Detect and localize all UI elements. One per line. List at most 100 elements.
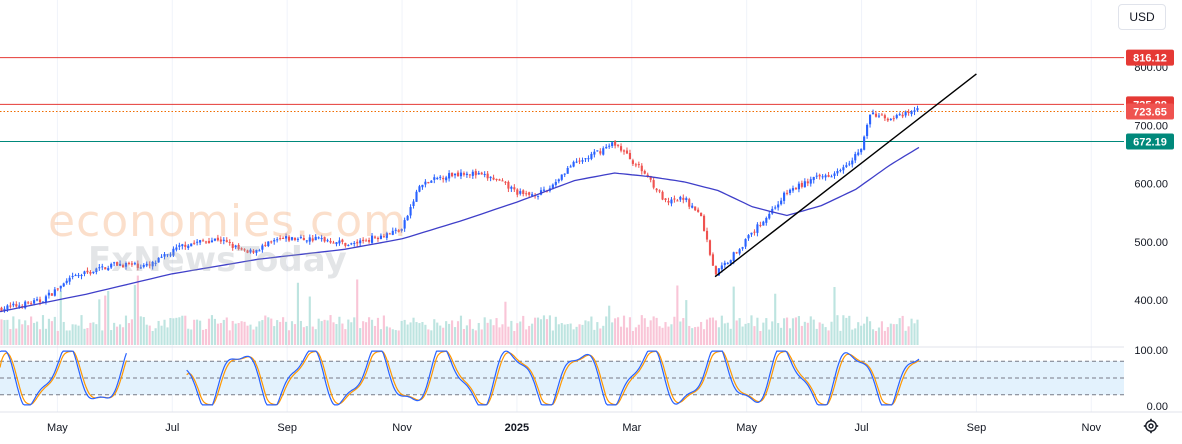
candle-body[interactable] bbox=[293, 237, 297, 240]
candle-body[interactable] bbox=[228, 242, 231, 244]
candle-body[interactable] bbox=[305, 240, 308, 242]
candle-body[interactable] bbox=[77, 275, 80, 277]
candle-body[interactable] bbox=[691, 205, 694, 208]
candle-body[interactable] bbox=[276, 239, 279, 241]
candle-body[interactable] bbox=[314, 236, 317, 241]
candle-body[interactable] bbox=[765, 217, 768, 223]
candle-body[interactable] bbox=[868, 114, 872, 125]
candle-body[interactable] bbox=[605, 146, 608, 149]
candle-body[interactable] bbox=[634, 164, 637, 166]
candle-body[interactable] bbox=[519, 191, 522, 194]
candle-body[interactable] bbox=[824, 175, 827, 178]
candle-body[interactable] bbox=[89, 271, 92, 274]
candle-body[interactable] bbox=[780, 200, 783, 205]
candle-body[interactable] bbox=[71, 276, 74, 278]
candle-body[interactable] bbox=[679, 196, 682, 200]
candle-body[interactable] bbox=[655, 188, 658, 191]
candle-body[interactable] bbox=[714, 266, 717, 275]
candle-body[interactable] bbox=[329, 240, 332, 243]
candle-body[interactable] bbox=[720, 265, 723, 270]
candle-body[interactable] bbox=[187, 245, 190, 248]
candlestick-series[interactable] bbox=[0, 105, 919, 313]
candle-body[interactable] bbox=[285, 236, 288, 239]
candle-body[interactable] bbox=[382, 236, 385, 238]
candle-body[interactable] bbox=[857, 152, 860, 155]
candle-body[interactable] bbox=[415, 191, 418, 202]
candle-body[interactable] bbox=[83, 271, 86, 274]
candle-body[interactable] bbox=[551, 184, 554, 189]
candle-body[interactable] bbox=[350, 243, 353, 245]
candle-body[interactable] bbox=[569, 166, 572, 168]
candle-body[interactable] bbox=[863, 136, 866, 150]
candle-body[interactable] bbox=[456, 172, 460, 177]
candle-body[interactable] bbox=[880, 114, 883, 116]
candle-body[interactable] bbox=[24, 301, 27, 309]
candle-body[interactable] bbox=[151, 261, 154, 267]
candle-body[interactable] bbox=[154, 262, 157, 264]
candle-body[interactable] bbox=[723, 262, 726, 266]
candle-body[interactable] bbox=[489, 176, 492, 179]
candle-body[interactable] bbox=[326, 240, 329, 242]
candle-body[interactable] bbox=[234, 245, 237, 248]
candle-body[interactable] bbox=[682, 197, 685, 200]
candle-body[interactable] bbox=[483, 174, 486, 176]
candle-body[interactable] bbox=[625, 150, 629, 154]
candle-body[interactable] bbox=[753, 231, 756, 233]
candle-body[interactable] bbox=[536, 195, 540, 197]
candle-body[interactable] bbox=[391, 230, 394, 235]
candle-body[interactable] bbox=[41, 301, 45, 303]
candle-body[interactable] bbox=[261, 245, 264, 250]
candle-body[interactable] bbox=[883, 115, 886, 119]
candle-body[interactable] bbox=[379, 235, 382, 239]
candle-body[interactable] bbox=[593, 151, 596, 155]
candle-body[interactable] bbox=[44, 296, 48, 303]
candle-body[interactable] bbox=[667, 201, 670, 203]
candle-body[interactable] bbox=[759, 225, 762, 227]
candle-body[interactable] bbox=[394, 229, 397, 231]
candle-body[interactable] bbox=[59, 285, 62, 289]
candle-body[interactable] bbox=[365, 240, 368, 242]
candle-body[interactable] bbox=[697, 209, 700, 212]
candle-body[interactable] bbox=[178, 245, 181, 247]
candle-body[interactable] bbox=[166, 254, 169, 256]
candle-body[interactable] bbox=[895, 115, 898, 118]
candle-body[interactable] bbox=[643, 170, 646, 174]
candle-body[interactable] bbox=[74, 275, 77, 277]
candle-body[interactable] bbox=[56, 288, 59, 290]
candle-body[interactable] bbox=[430, 180, 433, 183]
candle-body[interactable] bbox=[95, 268, 98, 273]
candle-body[interactable] bbox=[356, 241, 359, 244]
candle-body[interactable] bbox=[175, 247, 178, 250]
candle-body[interactable] bbox=[866, 124, 869, 137]
candle-body[interactable] bbox=[845, 165, 848, 167]
candle-body[interactable] bbox=[738, 249, 741, 254]
candle-body[interactable] bbox=[676, 200, 679, 202]
candle-body[interactable] bbox=[344, 242, 347, 246]
candle-body[interactable] bbox=[504, 181, 507, 183]
candle-body[interactable] bbox=[560, 174, 563, 180]
candle-body[interactable] bbox=[418, 186, 421, 192]
candle-body[interactable] bbox=[15, 304, 18, 307]
candle-body[interactable] bbox=[424, 181, 427, 185]
candle-body[interactable] bbox=[145, 263, 148, 266]
candle-body[interactable] bbox=[50, 293, 53, 296]
candle-body[interactable] bbox=[332, 242, 335, 244]
candle-body[interactable] bbox=[791, 188, 795, 191]
candle-body[interactable] bbox=[258, 250, 261, 252]
candle-body[interactable] bbox=[575, 161, 578, 163]
candle-body[interactable] bbox=[86, 270, 89, 273]
candle-body[interactable] bbox=[459, 172, 463, 177]
candle-body[interactable] bbox=[80, 274, 83, 276]
candle-body[interactable] bbox=[818, 174, 821, 177]
candle-body[interactable] bbox=[279, 238, 282, 240]
candle-body[interactable] bbox=[637, 164, 640, 166]
candle-body[interactable] bbox=[204, 241, 208, 243]
candle-body[interactable] bbox=[65, 280, 68, 283]
candle-body[interactable] bbox=[525, 193, 528, 195]
candle-body[interactable] bbox=[768, 213, 771, 219]
candle-body[interactable] bbox=[323, 237, 326, 242]
candle-body[interactable] bbox=[113, 262, 116, 264]
candle-body[interactable] bbox=[889, 118, 892, 120]
candle-body[interactable] bbox=[578, 160, 581, 162]
